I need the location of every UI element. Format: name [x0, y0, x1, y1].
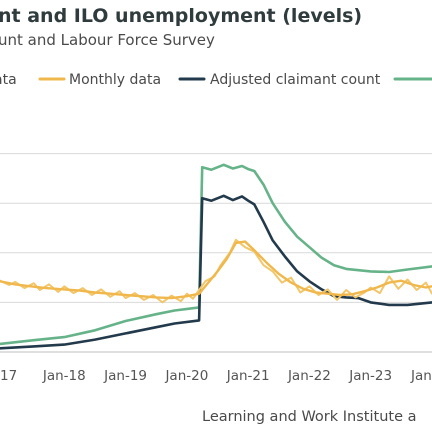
- x-tick-label-5: Jan-22: [287, 368, 331, 384]
- series-line-monthly: [0, 240, 432, 300]
- x-tick-labels: 17 Jan-18 Jan-19 Jan-20 Jan-21 Jan-22 Jan-23 Ja…: [0, 368, 432, 384]
- x-tick-label-6: Jan-23: [348, 368, 392, 384]
- chart-subtitle: unt and Labour Force Survey: [0, 31, 215, 49]
- x-tick-label-7: Jan: [410, 368, 432, 384]
- chart-title: nt and ILO unemployment (levels): [0, 5, 362, 27]
- x-tick-label-0: 17: [0, 368, 17, 384]
- legend-label-weekly: ata: [0, 72, 17, 88]
- legend-label-adjusted: Adjusted claimant count: [210, 72, 381, 88]
- gridlines: [0, 153, 432, 303]
- x-tick-label-1: Jan-18: [42, 368, 86, 384]
- source-note: Learning and Work Institute a: [202, 409, 416, 425]
- x-tick-label-3: Jan-20: [164, 368, 208, 384]
- x-tick-label-2: Jan-19: [103, 368, 147, 384]
- series-line-adjusted: [0, 194, 432, 350]
- legend-label-monthly: Monthly data: [69, 72, 161, 88]
- x-tick-label-4: Jan-21: [226, 368, 270, 384]
- series-line-ilo: [0, 163, 432, 346]
- series-layer: [0, 163, 432, 350]
- legend: ata Monthly data Adjusted claimant count: [0, 72, 432, 88]
